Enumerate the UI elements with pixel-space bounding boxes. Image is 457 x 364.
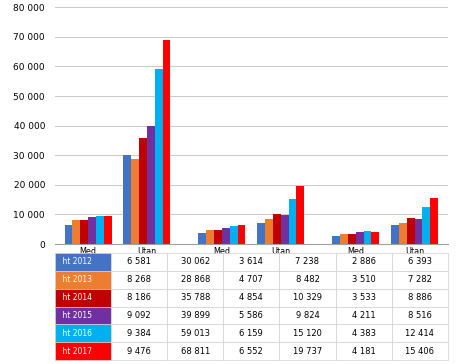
Bar (281, 215, 288, 244)
Bar (340, 234, 348, 244)
Bar (364, 231, 372, 244)
Bar (139, 138, 147, 244)
Bar (147, 126, 155, 244)
Bar (238, 225, 245, 244)
Bar (372, 232, 379, 244)
Bar (163, 40, 170, 244)
Bar (265, 219, 273, 244)
Bar (273, 214, 281, 244)
Bar (155, 70, 163, 244)
Bar (391, 225, 399, 244)
Bar (131, 159, 139, 244)
Bar (123, 155, 131, 244)
Text: Sökande: Sökande (98, 297, 137, 306)
Bar (399, 222, 407, 244)
Text: Behöriga: Behöriga (231, 297, 271, 306)
Bar (222, 228, 230, 244)
Bar (356, 232, 364, 244)
Bar (407, 218, 414, 244)
Text: Antagna: Antagna (366, 297, 404, 306)
Bar (348, 234, 356, 244)
Bar (198, 233, 206, 244)
Bar (288, 199, 297, 244)
Bar (230, 226, 238, 244)
Bar (257, 223, 265, 244)
Bar (332, 236, 340, 244)
Bar (88, 217, 96, 244)
Bar (414, 219, 422, 244)
Bar (214, 230, 222, 244)
Bar (206, 230, 214, 244)
Bar (104, 216, 112, 244)
Bar (96, 216, 104, 244)
Bar (73, 219, 80, 244)
Bar (422, 207, 430, 244)
Bar (430, 198, 438, 244)
Bar (80, 220, 88, 244)
Bar (297, 186, 304, 244)
Bar (64, 225, 73, 244)
